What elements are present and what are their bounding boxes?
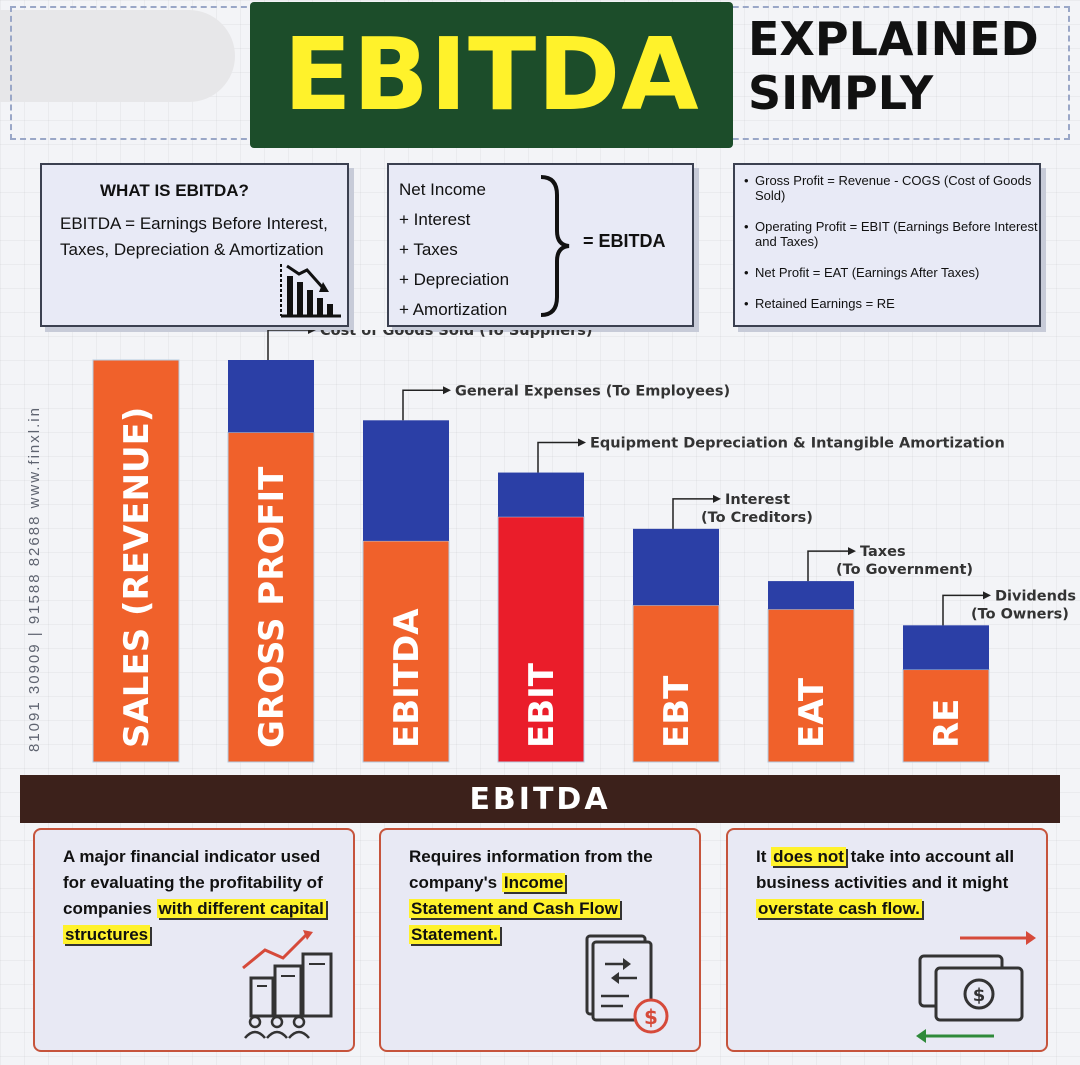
bar-label: EBT	[657, 675, 697, 748]
formula-item: Net Income	[399, 180, 486, 199]
what-is-ebitda-box: WHAT IS EBITDA? EBITDA = Earnings Before…	[40, 163, 349, 327]
financial-document-icon: $	[585, 934, 669, 1034]
formula-item: + Interest	[399, 210, 471, 229]
bar-label: RE	[927, 699, 967, 748]
annotation-arrow	[308, 330, 316, 334]
annotation-label: Interest	[725, 492, 790, 508]
subtitle-line-2: SIMPLY	[748, 66, 934, 120]
annotation-connector	[942, 594, 983, 626]
annotation-sublabel: (To Owners)	[971, 606, 1069, 622]
annotation-label: General Expenses (To Employees)	[455, 383, 730, 399]
ebitda-waterfall-chart: SALES (REVENUE) GROSS PROFIT Cost of Goods…	[92, 330, 1076, 763]
definition-item: Operating Profit = EBIT (Earnings Before…	[743, 219, 1039, 249]
annotation-connector	[672, 498, 713, 529]
right-brace-icon	[540, 175, 570, 317]
info-card-limitation: It does not take into account all busine…	[726, 828, 1048, 1052]
card-highlight: structures	[63, 925, 151, 944]
banner-label: EBITDA	[469, 781, 611, 817]
card-text-plain: A major financial indicator used for eva…	[63, 847, 323, 918]
bar-remaining	[227, 431, 315, 763]
page-subtitle: EXPLAINED SIMPLY	[748, 12, 1068, 120]
bar-label: EBITDA	[387, 608, 427, 748]
bar-deducted	[633, 528, 719, 606]
cash-flow-icon: $	[916, 931, 1036, 1043]
definitions-box: Gross Profit = Revenue - COGS (Cost of G…	[733, 163, 1041, 327]
info-card-indicator: A major financial indicator used for eva…	[33, 828, 355, 1052]
definitions-list: Gross Profit = Revenue - COGS (Cost of G…	[743, 173, 1039, 327]
annotation-connector	[537, 441, 578, 473]
bar-label: EBIT	[522, 662, 562, 748]
bar-remaining	[632, 604, 720, 763]
card-text-plain: take into account all business activitie…	[756, 847, 1015, 892]
bar-deducted	[228, 360, 314, 433]
annotation-sublabel: (To Government)	[836, 562, 973, 578]
formula-components: Net Income + Interest + Taxes + Deprecia…	[399, 175, 509, 325]
subtitle-line-1: EXPLAINED	[748, 12, 1039, 66]
bar-deducted	[363, 420, 449, 541]
formula-box: Net Income + Interest + Taxes + Deprecia…	[387, 163, 694, 327]
card-highlight: does not	[771, 847, 846, 866]
svg-text:$: $	[973, 985, 986, 1006]
bar-label: EAT	[792, 677, 832, 748]
card-text-plain: It	[756, 847, 772, 866]
info-card-requirements: Requires information from the company's …	[379, 828, 701, 1052]
annotation-connector	[267, 330, 308, 360]
annotation-arrow	[578, 438, 586, 447]
annotation-label: Dividends	[995, 588, 1076, 604]
annotation-arrow	[848, 547, 856, 556]
card-text: It does not take into account all busine…	[756, 844, 1026, 922]
annotation-arrow	[443, 386, 451, 395]
annotation-arrow	[983, 591, 991, 600]
definition-item: Net Profit = EAT (Earnings After Taxes)	[743, 265, 1039, 280]
annotation-connector	[807, 550, 848, 582]
annotation-sublabel: (To Creditors)	[701, 510, 813, 526]
formula-item: + Taxes	[399, 240, 458, 259]
formula-item: + Depreciation	[399, 270, 510, 289]
annotation-connector	[402, 389, 443, 421]
card-highlight: with different capital	[156, 899, 326, 918]
growth-buildings-icon	[242, 930, 333, 1039]
what-is-title: WHAT IS EBITDA?	[100, 181, 249, 200]
annotation-label: Taxes	[860, 544, 906, 560]
page-title: EBITDA	[283, 16, 700, 133]
card-highlight: overstate cash flow.	[756, 899, 922, 918]
card-highlight: Income	[501, 873, 566, 892]
bar-remaining	[92, 359, 180, 763]
bar-deducted	[768, 581, 854, 610]
ebitda-banner: EBITDA	[20, 775, 1060, 823]
card-text: Requires information from the company's …	[409, 844, 679, 948]
bar-deducted	[498, 472, 584, 517]
formula-item: + Amortization	[399, 300, 508, 319]
definition-item: Gross Profit = Revenue - COGS (Cost of G…	[743, 173, 1039, 203]
title-banner: EBITDA	[250, 2, 733, 148]
definition-item: Retained Earnings = RE	[743, 296, 1039, 311]
bar-remaining	[362, 540, 450, 763]
svg-text:$: $	[644, 1005, 658, 1029]
bar-deducted	[903, 625, 989, 670]
blurred-logo-area	[0, 10, 235, 102]
card-highlight: Statement.	[409, 925, 500, 944]
annotation-label: Cost of Goods Sold (To Suppliers)	[320, 330, 593, 339]
formula-result: = EBITDA	[583, 231, 666, 251]
annotation-label: Equipment Depreciation & Intangible Amor…	[590, 436, 1005, 452]
bar-remaining	[497, 516, 585, 763]
bar-label: SALES (REVENUE)	[117, 407, 157, 748]
annotation-arrow	[713, 494, 721, 503]
bar-label: GROSS PROFIT	[252, 466, 292, 748]
card-highlight: Statement and Cash Flow	[409, 899, 620, 918]
ebitda-definition: EBITDA = Earnings Before Interest, Taxes…	[60, 214, 328, 259]
declining-bar-chart-icon	[280, 264, 341, 318]
card-text-plain: Requires information from the company's	[409, 847, 653, 892]
bar-remaining	[767, 608, 855, 763]
card-text: A major financial indicator used for eva…	[63, 844, 333, 948]
bar-remaining	[902, 669, 990, 763]
